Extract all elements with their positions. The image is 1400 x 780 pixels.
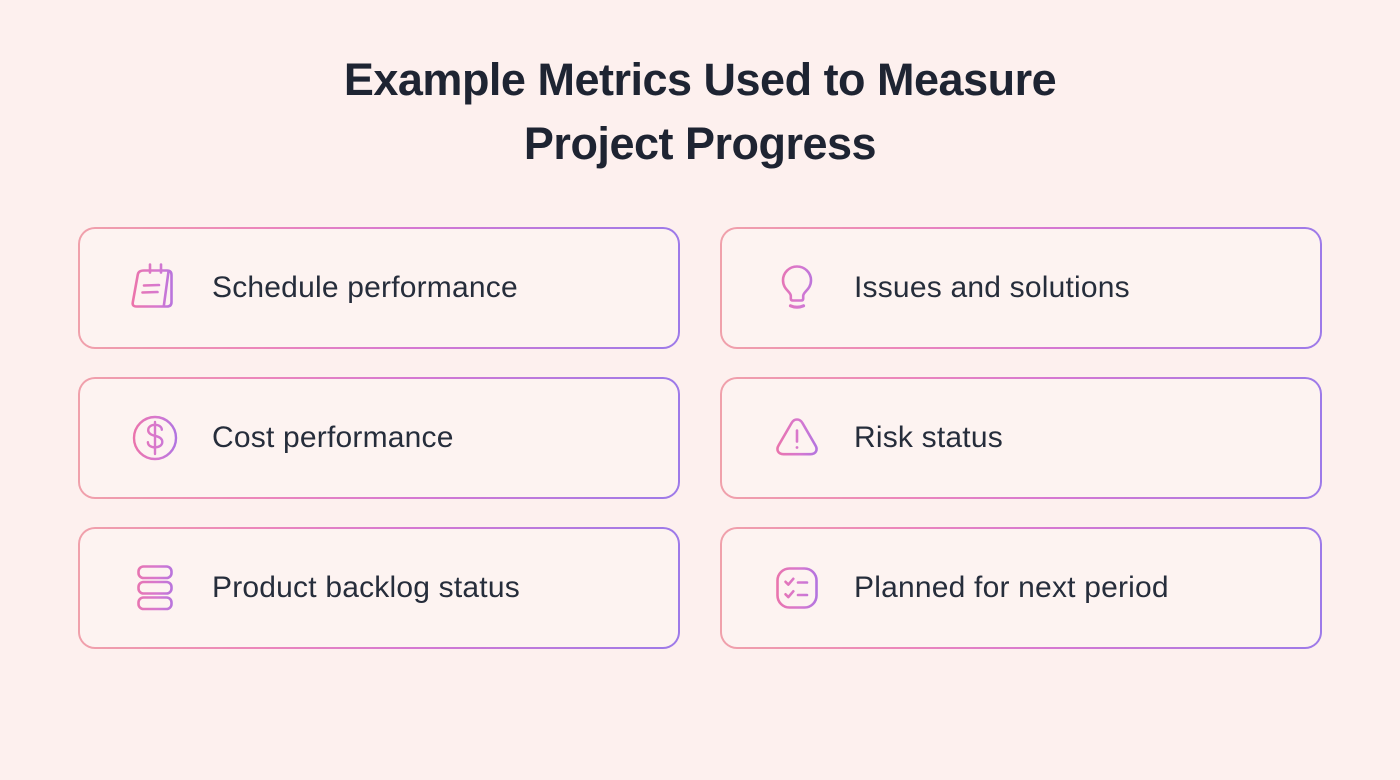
page-title-line1: Example Metrics Used to Measure — [343, 54, 1057, 105]
card-label: Schedule performance — [212, 271, 518, 304]
card-inner: Issues and solutions — [722, 229, 1320, 347]
card-inner: Product backlog status — [80, 529, 678, 647]
page-title: Example Metrics Used to Measure Project … — [0, 0, 1400, 176]
card-inner: Schedule performance — [80, 229, 678, 347]
card-label: Risk status — [854, 421, 1003, 454]
dollar-coin-icon — [132, 415, 178, 461]
card-cost-performance: Cost performance — [78, 377, 680, 499]
card-label: Cost performance — [212, 421, 454, 454]
card-label: Product backlog status — [212, 571, 520, 604]
card-risk-status: Risk status — [720, 377, 1322, 499]
lightbulb-icon — [781, 265, 813, 309]
warning-triangle-icon — [776, 418, 818, 456]
metrics-grid: Schedule performance Issues and s — [78, 227, 1322, 649]
card-inner: Cost performance — [80, 379, 678, 497]
checklist-icon — [776, 567, 818, 609]
card-planned-for-next-period: Planned for next period — [720, 527, 1322, 649]
calendar-icon — [131, 263, 173, 308]
card-schedule-performance: Schedule performance — [78, 227, 680, 349]
stacked-bars-icon — [137, 565, 173, 611]
card-product-backlog-status: Product backlog status — [78, 527, 680, 649]
card-issues-and-solutions: Issues and solutions — [720, 227, 1322, 349]
infographic: Example Metrics Used to Measure Project … — [0, 0, 1400, 649]
card-label: Planned for next period — [854, 571, 1169, 604]
card-inner: Risk status — [722, 379, 1320, 497]
page-title-line2: Project Progress — [523, 118, 877, 169]
card-label: Issues and solutions — [854, 271, 1130, 304]
card-inner: Planned for next period — [722, 529, 1320, 647]
